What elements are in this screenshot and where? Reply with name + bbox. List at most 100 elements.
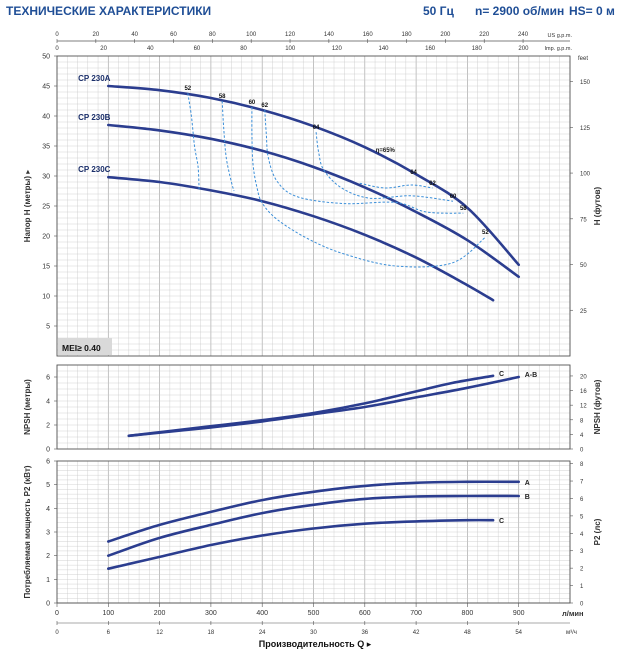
us-tick-label: 140 bbox=[324, 32, 335, 38]
y-right-tick-label: 4 bbox=[580, 532, 584, 538]
y-tick-label: 35 bbox=[42, 144, 50, 151]
series-curve bbox=[107, 480, 520, 543]
series-label: CP 230B bbox=[78, 113, 111, 122]
series-label: A bbox=[525, 480, 530, 487]
imp-tick-label: 140 bbox=[378, 46, 389, 52]
x-tick-label: 300 bbox=[205, 610, 217, 617]
imp-tick-label: 20 bbox=[100, 46, 107, 52]
x-tick-label: 400 bbox=[256, 610, 268, 617]
y-right-tick-label: 8 bbox=[580, 418, 584, 424]
y-tick-label: 10 bbox=[42, 294, 50, 301]
efficiency-label: 60 bbox=[249, 100, 256, 106]
us-tick-label: 80 bbox=[209, 32, 216, 38]
us-tick-label: 0 bbox=[55, 32, 59, 38]
us-tick-label: 180 bbox=[402, 32, 413, 38]
y-axis-label: NPSH (метры) bbox=[23, 379, 32, 435]
efficiency-label: 58 bbox=[219, 94, 226, 100]
y-right-axis-label: P2 (лс) bbox=[593, 518, 602, 545]
series-curve bbox=[107, 518, 495, 570]
m3h-tick-label: 30 bbox=[310, 630, 317, 636]
x-axis-label: Производительность Q ▸ bbox=[259, 639, 372, 649]
x-tick-label: 800 bbox=[462, 610, 474, 617]
efficiency-label: 60 bbox=[450, 194, 457, 200]
y-right-tick-label: 50 bbox=[580, 263, 587, 269]
us-unit-label: US g.p.m. bbox=[548, 33, 573, 39]
imp-tick-label: 200 bbox=[518, 46, 529, 52]
series-curve bbox=[127, 374, 495, 438]
imp-tick-label: 80 bbox=[240, 46, 247, 52]
m3h-tick-label: 36 bbox=[361, 630, 368, 636]
y-right-tick-label: 3 bbox=[580, 549, 584, 555]
y-tick-label: 2 bbox=[46, 553, 50, 560]
us-tick-label: 160 bbox=[363, 32, 374, 38]
y-tick-label: 4 bbox=[46, 399, 50, 406]
efficiency-curve bbox=[187, 93, 200, 190]
y-right-tick-label: 25 bbox=[580, 309, 587, 315]
y-right-tick-label: 7 bbox=[580, 480, 584, 486]
series-label: B bbox=[525, 494, 530, 501]
us-tick-label: 100 bbox=[246, 32, 257, 38]
y-tick-label: 20 bbox=[42, 234, 50, 241]
feet-unit-label: feet bbox=[578, 56, 588, 62]
efficiency-label: 52 bbox=[482, 230, 489, 236]
y-tick-label: 30 bbox=[42, 174, 50, 181]
chart-title: ТЕХНИЧЕСКИЕ ХАРАКТЕРИСТИКИ bbox=[6, 4, 212, 18]
m3h-unit-label: м³/ч bbox=[566, 630, 577, 636]
imp-tick-label: 100 bbox=[285, 46, 296, 52]
y-right-tick-label: 6 bbox=[580, 497, 584, 503]
speed-label: n= 2900 об/мин bbox=[475, 4, 565, 18]
hs-label: HS= 0 м bbox=[569, 4, 615, 18]
y-right-tick-label: 16 bbox=[580, 389, 587, 395]
y-right-tick-label: 0 bbox=[580, 448, 584, 454]
efficiency-label: 58 bbox=[460, 206, 467, 212]
x-tick-label: 700 bbox=[410, 610, 422, 617]
imp-tick-label: 160 bbox=[425, 46, 436, 52]
x-tick-label: 900 bbox=[513, 610, 525, 617]
imp-tick-label: 40 bbox=[147, 46, 154, 52]
x-tick-label: 200 bbox=[154, 610, 166, 617]
imp-tick-label: 0 bbox=[55, 46, 59, 52]
m3h-tick-label: 48 bbox=[464, 630, 471, 636]
imp-tick-label: 180 bbox=[472, 46, 483, 52]
efficiency-label: η=65% bbox=[376, 148, 396, 154]
y-tick-label: 15 bbox=[42, 264, 50, 271]
imp-tick-label: 60 bbox=[194, 46, 201, 52]
us-tick-label: 40 bbox=[131, 32, 138, 38]
y-right-tick-label: 150 bbox=[580, 80, 591, 86]
efficiency-curve bbox=[251, 106, 486, 268]
m3h-tick-label: 18 bbox=[208, 630, 215, 636]
imp-unit-label: Imp. g.p.m. bbox=[544, 46, 572, 52]
m3h-tick-label: 0 bbox=[55, 630, 59, 636]
mei-box bbox=[58, 338, 112, 355]
series-label: C bbox=[499, 518, 504, 525]
us-tick-label: 240 bbox=[518, 32, 529, 38]
series-label: A-B bbox=[525, 372, 537, 379]
y-right-tick-label: 125 bbox=[580, 126, 591, 132]
y-tick-label: 3 bbox=[46, 530, 50, 537]
efficiency-curve bbox=[221, 100, 235, 192]
y-tick-label: 2 bbox=[46, 423, 50, 430]
efficiency-curve bbox=[359, 182, 433, 189]
x-unit-label: л/мин bbox=[562, 609, 584, 618]
m3h-tick-label: 54 bbox=[515, 630, 522, 636]
series-curve bbox=[107, 494, 520, 557]
x-tick-label: 100 bbox=[102, 610, 114, 617]
series-label: CP 230A bbox=[78, 74, 111, 83]
efficiency-label: 62 bbox=[261, 103, 268, 109]
efficiency-label: 64 bbox=[410, 170, 417, 176]
us-tick-label: 120 bbox=[285, 32, 296, 38]
mei-label: MEI≥ 0.40 bbox=[62, 343, 101, 353]
y-tick-label: 0 bbox=[46, 601, 50, 608]
m3h-tick-label: 24 bbox=[259, 630, 266, 636]
y-right-tick-label: 5 bbox=[580, 514, 584, 520]
y-right-tick-label: 1 bbox=[580, 584, 584, 590]
y-right-tick-label: 8 bbox=[580, 462, 584, 468]
y-tick-label: 50 bbox=[42, 54, 50, 61]
us-tick-label: 200 bbox=[440, 32, 451, 38]
series-label: C bbox=[499, 371, 504, 378]
series-curve bbox=[107, 84, 520, 267]
y-tick-label: 1 bbox=[46, 577, 50, 584]
y-tick-label: 6 bbox=[46, 375, 50, 382]
y-tick-label: 40 bbox=[42, 114, 50, 121]
